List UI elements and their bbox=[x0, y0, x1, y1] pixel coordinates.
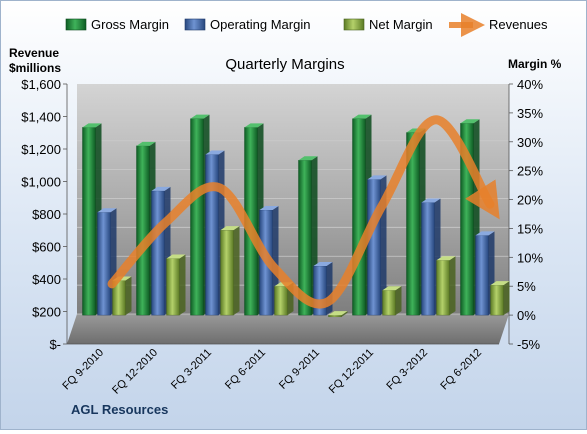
legend-label-net-margin: Net Margin bbox=[369, 17, 433, 32]
x-tick-label: FQ 6-2011 bbox=[223, 347, 268, 392]
x-tick-label: FQ 9-2010 bbox=[60, 347, 106, 393]
x-tick-label: FQ 3-2011 bbox=[169, 347, 214, 392]
y-left-tick-label: $1,000 bbox=[21, 175, 61, 190]
y-left-axis-label-line2: $millions bbox=[9, 61, 61, 75]
legend-label-gross-margin: Gross Margin bbox=[91, 17, 169, 32]
y-right-tick-label: 15% bbox=[517, 221, 543, 236]
y-right-tick-label: 0% bbox=[517, 308, 536, 323]
legend-item-revenues: Revenues bbox=[449, 13, 548, 37]
y-left-axis-label-line1: Revenue bbox=[9, 46, 59, 60]
y-right-tick-label: 35% bbox=[517, 106, 543, 121]
y-right-tick-label: -5% bbox=[517, 337, 541, 352]
y-left-tick-label: $200 bbox=[32, 305, 61, 320]
y-left-tick-label: $600 bbox=[32, 240, 61, 255]
legend-swatch-net-margin bbox=[343, 18, 365, 31]
y-right-axis-label: Margin % bbox=[508, 57, 562, 71]
y-right-tick-label: 30% bbox=[517, 135, 543, 150]
plot-floor bbox=[67, 314, 509, 344]
x-axis: FQ 9-2010 FQ 12-2010 FQ 3-2011 FQ 6-2011 FQ … bbox=[60, 343, 499, 397]
bar-net-margin bbox=[436, 256, 456, 316]
bar-net-margin bbox=[490, 281, 510, 316]
x-tick-label: FQ 12-2011 bbox=[327, 347, 376, 396]
legend-item-gross-margin: Gross Margin bbox=[65, 17, 169, 32]
y-right-tick-label: 10% bbox=[517, 250, 543, 265]
legend-label-revenues: Revenues bbox=[489, 17, 548, 32]
y-right-tick-label: 20% bbox=[517, 193, 543, 208]
y-left-axis: $- $200 $400 $600 $800 $1,000 $1,200 $1,400 $1,6… bbox=[21, 77, 68, 352]
bar-net-margin bbox=[328, 311, 348, 318]
bar-operating-margin bbox=[475, 231, 495, 316]
legend-item-net-margin: Net Margin bbox=[343, 17, 433, 32]
revenue-line-path bbox=[107, 115, 500, 309]
bar-net-margin bbox=[382, 286, 402, 316]
revenue-line bbox=[107, 115, 500, 309]
y-left-tick-label: $1,600 bbox=[21, 77, 61, 92]
y-left-tick-label: $1,400 bbox=[21, 110, 61, 125]
legend-label-operating-margin: Operating Margin bbox=[210, 17, 310, 32]
y-left-tick-label: $400 bbox=[32, 272, 61, 287]
legend-swatch-operating-margin bbox=[184, 18, 206, 31]
y-right-axis: -5% 0% 5% 10% 15% 20% 25% 30% 35% 40% bbox=[508, 77, 543, 352]
y-left-tick-label: $1,200 bbox=[21, 142, 61, 157]
y-right-tick-label: 5% bbox=[517, 279, 536, 294]
y-right-tick-label: 25% bbox=[517, 164, 543, 179]
y-right-tick-label: 40% bbox=[517, 77, 543, 92]
x-tick-label: FQ 6-2012 bbox=[438, 347, 484, 393]
x-tick-label: FQ 3-2012 bbox=[384, 347, 430, 393]
legend: Gross Margin Operating Margin Net Margin… bbox=[65, 13, 548, 37]
bar-net-margin bbox=[220, 226, 240, 316]
chart-title: Quarterly Margins bbox=[225, 56, 344, 73]
y-left-tick-label: $- bbox=[49, 337, 61, 352]
footer-label: AGL Resources bbox=[71, 402, 168, 417]
x-tick-label: FQ 12-2010 bbox=[110, 347, 160, 397]
x-tick-label: FQ 9-2011 bbox=[277, 347, 322, 392]
legend-swatch-gross-margin bbox=[65, 18, 87, 31]
bar-net-margin bbox=[166, 254, 186, 316]
y-left-tick-label: $800 bbox=[32, 207, 61, 222]
legend-item-operating-margin: Operating Margin bbox=[184, 17, 310, 32]
